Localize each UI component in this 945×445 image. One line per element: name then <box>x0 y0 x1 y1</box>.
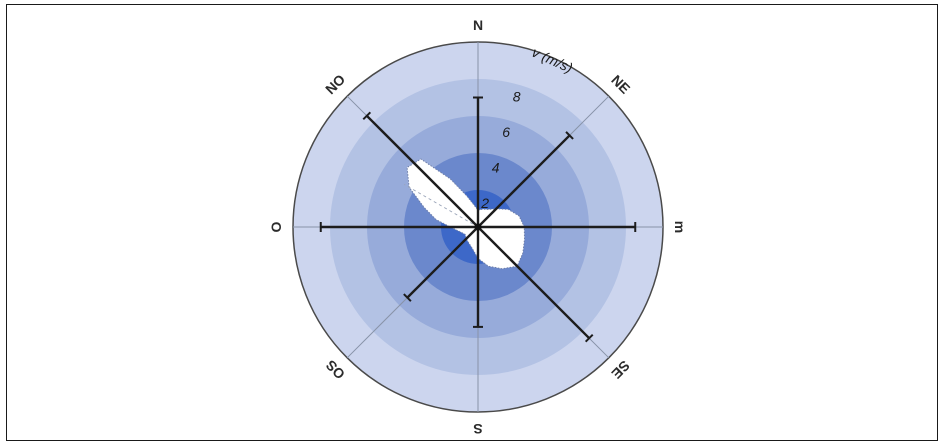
direction-label-os: OS <box>322 357 348 383</box>
axis-bold-315 <box>365 114 479 228</box>
direction-label-no: NO <box>322 71 348 97</box>
direction-label-se: SE <box>608 358 633 383</box>
direction-label-o: O <box>268 221 284 232</box>
axis-tick-135 <box>584 333 594 343</box>
direction-label-n: N <box>473 17 483 33</box>
ring-label-8: 8 <box>513 89 521 105</box>
axis-bold-225 <box>406 226 479 299</box>
axis-tick-45 <box>565 131 574 140</box>
direction-label-m: m <box>672 221 688 233</box>
direction-label-s: S <box>473 421 482 437</box>
axis-tick-315 <box>362 111 372 121</box>
direction-axes-bold <box>319 96 637 343</box>
ring-label-6: 6 <box>502 124 510 140</box>
center-point <box>474 223 482 231</box>
direction-label-ne: NE <box>608 72 633 97</box>
dominant-direction-line <box>404 184 479 228</box>
ring-label-4: 4 <box>492 160 500 176</box>
axis-tick-225 <box>403 293 412 302</box>
axis-bold-45 <box>477 134 571 228</box>
ring-label-2: 2 <box>480 195 489 211</box>
axis-bold-135 <box>477 226 591 340</box>
